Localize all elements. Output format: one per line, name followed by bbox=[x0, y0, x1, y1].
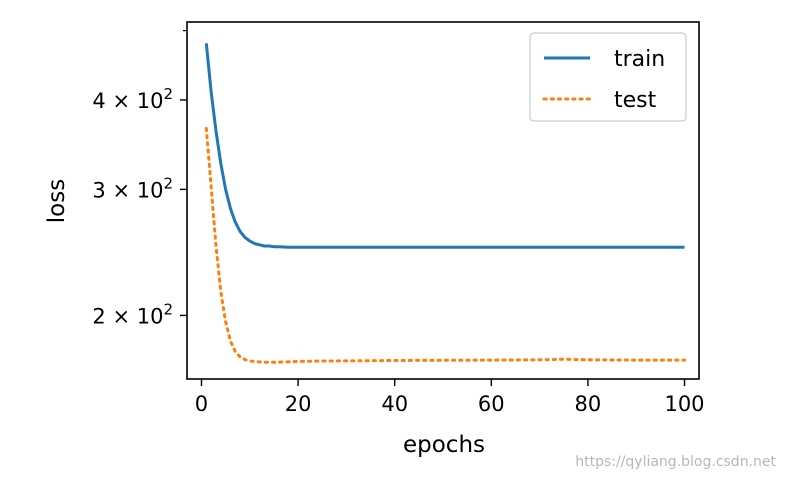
legend-label-test: test bbox=[614, 88, 657, 113]
x-tick-label-40: 40 bbox=[381, 392, 408, 416]
series-line-train bbox=[204, 43, 685, 249]
watermark-text: https://qyliang.blog.csdn.net bbox=[575, 454, 776, 470]
x-axis-label: epochs bbox=[403, 432, 485, 458]
series-line-test bbox=[204, 126, 686, 364]
plot-frame bbox=[186, 21, 700, 380]
y-tick-label-400: 4 × 102 bbox=[92, 85, 173, 113]
legend: train test bbox=[529, 32, 687, 122]
y-tick-label-300: 3 × 102 bbox=[92, 174, 173, 202]
x-tick-label-100: 100 bbox=[664, 392, 704, 416]
x-tick-label-60: 60 bbox=[478, 392, 505, 416]
x-tick-label-80: 80 bbox=[575, 392, 602, 416]
legend-label-train: train bbox=[614, 47, 665, 72]
plot-layer: 0 20 40 60 80 100 2 × 102 3 × 102 4 × 102 train te… bbox=[92, 21, 705, 416]
y-tick-label-200: 2 × 102 bbox=[92, 300, 173, 328]
x-tick-label-0: 0 bbox=[195, 392, 208, 416]
y-axis-label: loss bbox=[44, 179, 70, 223]
x-tick-label-20: 20 bbox=[285, 392, 312, 416]
